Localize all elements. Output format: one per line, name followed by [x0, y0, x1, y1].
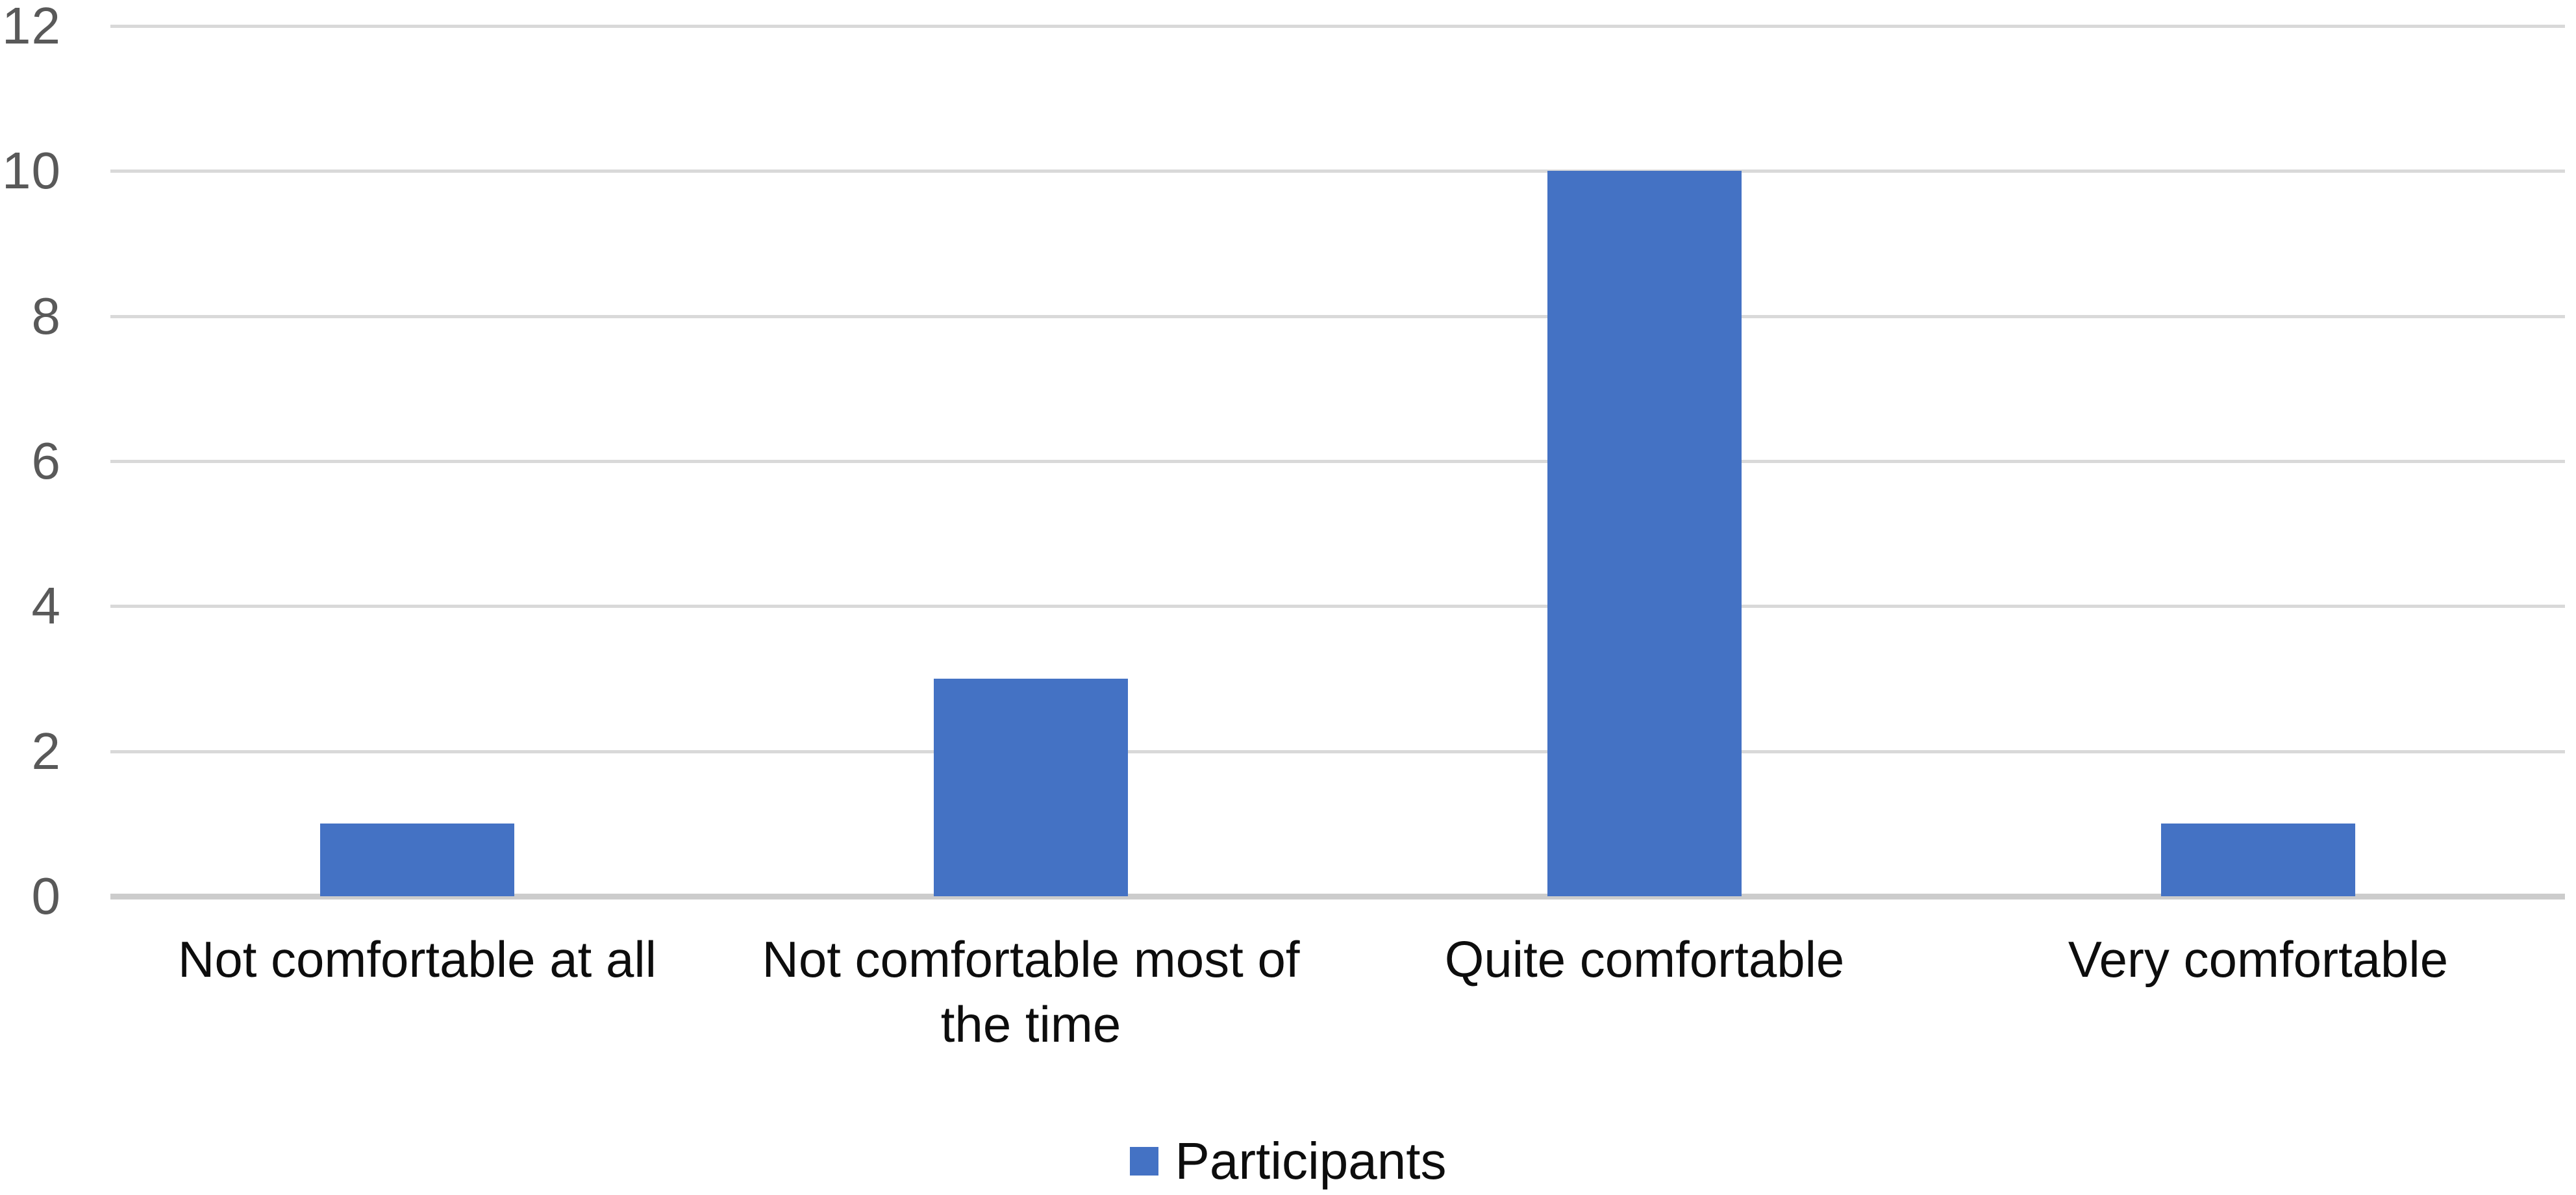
- y-tick-label-8: 8: [31, 286, 61, 345]
- x-axis-line: [110, 894, 2565, 899]
- x-category-label-1: Not comfortable most of the time: [762, 931, 1300, 1053]
- bar-slot-3: [1951, 26, 2565, 896]
- legend-label: Participants: [1175, 1132, 1447, 1190]
- bar-1: [933, 679, 1129, 896]
- legend: Participants: [0, 1131, 2576, 1191]
- gridline-y-12: [110, 25, 2565, 28]
- bar-2: [1547, 171, 1742, 896]
- y-tick-label-10: 10: [2, 142, 61, 200]
- gridline-y-4: [110, 605, 2565, 609]
- gridline-y-8: [110, 314, 2565, 318]
- x-category-label-0: Not comfortable at all: [177, 931, 657, 988]
- gridline-y-10: [110, 170, 2565, 173]
- bar-slot-1: [724, 26, 1338, 896]
- y-tick-label-2: 2: [31, 722, 61, 780]
- y-tick-label-0: 0: [31, 867, 61, 925]
- y-tick-label-12: 12: [2, 0, 61, 55]
- gridline-y-6: [110, 460, 2565, 463]
- bar-slot-2: [1338, 26, 1951, 896]
- x-axis-category-labels: Not comfortable at all Not comfortable mo…: [110, 927, 2565, 1057]
- legend-color-swatch: [1129, 1147, 1158, 1176]
- gridline-y-2: [110, 749, 2565, 753]
- bar-3: [2160, 824, 2356, 896]
- bar-slot-0: [110, 26, 724, 896]
- y-tick-label-6: 6: [31, 432, 61, 490]
- x-category-label-3: Very comfortable: [2068, 931, 2449, 988]
- bar-0: [319, 824, 515, 896]
- plot-area: [110, 26, 2565, 896]
- y-tick-label-4: 4: [31, 577, 61, 635]
- x-category-label-2: Quite comfortable: [1444, 931, 1845, 988]
